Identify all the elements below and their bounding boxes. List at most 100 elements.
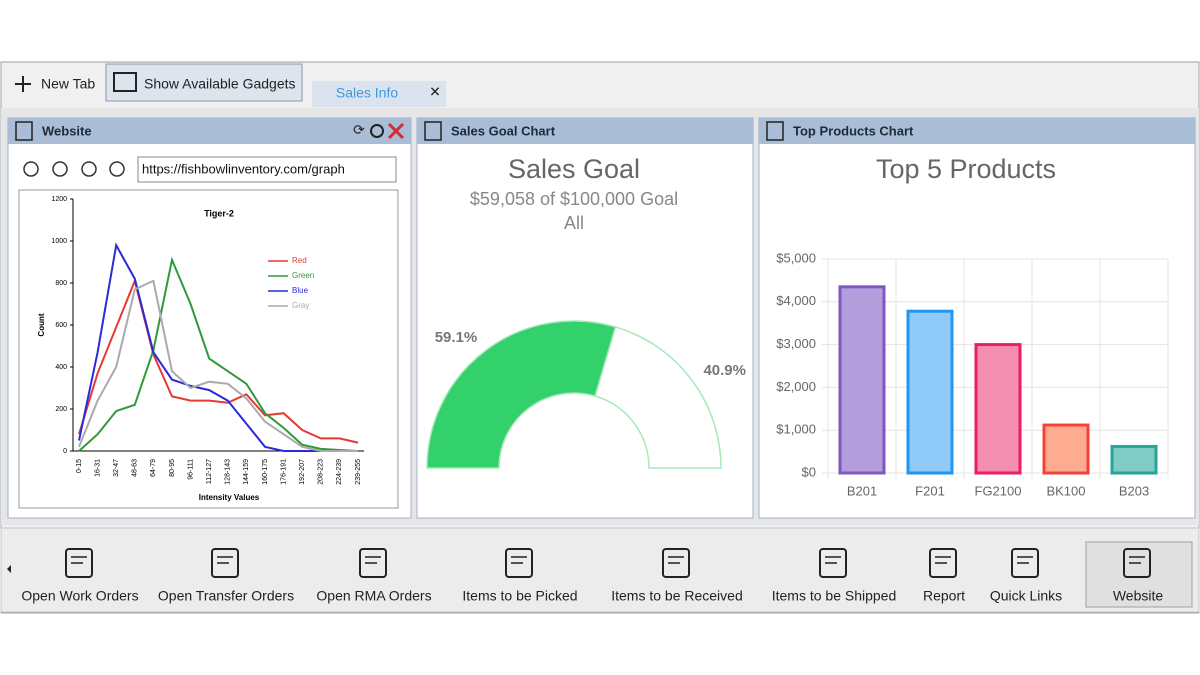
x-tick-label: 48-63 [132, 459, 139, 477]
forward-button[interactable] [52, 161, 68, 177]
panel-icon [424, 121, 442, 141]
bottom-item-label[interactable]: Open Work Orders [21, 588, 138, 604]
item-icon[interactable] [211, 548, 239, 578]
y-axis-label: Count [37, 313, 46, 336]
item-icon[interactable] [65, 548, 93, 578]
item-icon-detail [1129, 556, 1145, 564]
gauge-label: 40.9% [703, 362, 746, 379]
button-bg [105, 63, 303, 102]
x-tick-label: F201 [915, 483, 945, 498]
bar [1110, 444, 1158, 475]
selected-item-bg [1085, 541, 1193, 608]
line-series [78, 242, 358, 452]
item-icon-detail [668, 556, 684, 564]
bottom-item-label[interactable]: Quick Links [990, 588, 1062, 604]
x-tick-label: 16-31 [94, 459, 101, 477]
bar [974, 343, 1022, 475]
x-tick-label: B203 [1119, 483, 1149, 498]
line-series [78, 256, 359, 452]
x-tick-label: 144-159 [243, 459, 250, 485]
url-box[interactable] [137, 156, 397, 183]
panel-title: Website [42, 123, 92, 138]
x-tick-label: B201 [847, 483, 877, 498]
x-tick-label: 160-175 [262, 459, 269, 485]
item-icon[interactable] [929, 548, 957, 578]
y-tick-label: $3,000 [776, 336, 816, 351]
new-tab-button[interactable]: New Tab [15, 76, 95, 92]
chart-title: Tiger-2 [204, 208, 234, 218]
item-icon-detail [71, 556, 87, 564]
show-gadgets-label: Show Available Gadgets [144, 76, 296, 92]
tab-bg [312, 81, 446, 107]
url: https://fishbowlinventory.com/graph [142, 161, 345, 176]
close-icon[interactable] [387, 122, 405, 140]
line-series [78, 279, 358, 452]
scroll-left[interactable] [7, 565, 11, 573]
gauge-title: Sales Goal [508, 154, 640, 184]
item-icon[interactable] [1011, 548, 1039, 578]
legend-label: Blue [292, 286, 309, 295]
item-icon-detail [217, 556, 233, 564]
plus-icon [15, 76, 31, 92]
gauge-subtitle: $59,058 of $100,000 Goal [470, 189, 678, 209]
x-tick-label: 239-255 [355, 459, 362, 485]
x-tick-label: 208-223 [318, 459, 325, 485]
x-tick-label: 128-143 [225, 459, 232, 485]
legend-label: Green [292, 271, 314, 280]
bottom-item-label[interactable]: Website [1113, 588, 1164, 604]
y-tick-label: 1200 [51, 196, 67, 203]
x-tick-label: 32-47 [113, 459, 120, 477]
panel-header [759, 118, 1195, 144]
bar [906, 309, 954, 475]
tab-label: Sales Info [336, 85, 398, 101]
bottom-item-label[interactable]: Open Transfer Orders [158, 588, 294, 604]
legend-label: Gray [292, 301, 309, 310]
new-tab-label: New Tab [41, 76, 95, 92]
item-icon[interactable] [1123, 548, 1151, 578]
tab-close[interactable]: ✕ [429, 84, 441, 100]
web-content [18, 189, 399, 509]
show-gadgets-button[interactable]: Show Available Gadgets [105, 63, 303, 102]
y-tick-label: $1,000 [776, 422, 816, 437]
settings-icon[interactable] [370, 124, 384, 138]
bar [838, 285, 886, 475]
sales-info-tab[interactable]: Sales Info ✕ [312, 81, 446, 107]
y-tick-label: 1000 [51, 238, 67, 245]
item-icon[interactable] [359, 548, 387, 578]
y-tick-label: 400 [55, 364, 67, 371]
gauge-segment [594, 326, 722, 469]
back-button[interactable] [23, 161, 39, 177]
x-tick-label: 96-111 [187, 459, 194, 480]
y-tick-label: 0 [63, 448, 67, 455]
bottom-item-label[interactable]: Items to be Shipped [772, 588, 897, 604]
refresh-icon[interactable]: ⟳ [353, 122, 365, 138]
item-icon[interactable] [505, 548, 533, 578]
item-icon-detail [1017, 556, 1033, 564]
item-icon[interactable] [662, 548, 690, 578]
home-button[interactable] [109, 161, 125, 177]
item-icon-detail [825, 556, 841, 564]
bottom-item-label[interactable]: Open RMA Orders [316, 588, 431, 604]
x-tick-label: 192-207 [299, 459, 306, 485]
x-tick-label: FG2100 [975, 483, 1022, 498]
bottom-item-label[interactable]: Items to be Picked [462, 588, 577, 604]
panel-title: Sales Goal Chart [451, 123, 556, 138]
bar [1042, 423, 1090, 475]
y-tick-label: 600 [55, 322, 67, 329]
y-tick-label: $0 [802, 464, 816, 479]
legend-label: Red [292, 256, 307, 265]
panel-icon [15, 121, 33, 141]
x-tick-label: 64-79 [150, 459, 157, 477]
item-icon[interactable] [819, 548, 847, 578]
line-series [78, 277, 359, 444]
item-icon-detail [511, 556, 527, 564]
x-tick-label: 224-239 [336, 459, 343, 485]
x-tick-label: 80-95 [169, 459, 176, 477]
bottom-item-label[interactable]: Items to be Received [611, 588, 743, 604]
panel-title: Top Products Chart [793, 123, 914, 138]
bottom-item-label[interactable]: Report [923, 588, 965, 604]
panel-header [8, 118, 411, 144]
reload-button[interactable] [81, 161, 97, 177]
